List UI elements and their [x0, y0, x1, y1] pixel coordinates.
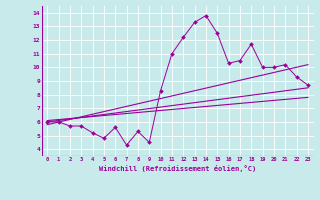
- X-axis label: Windchill (Refroidissement éolien,°C): Windchill (Refroidissement éolien,°C): [99, 165, 256, 172]
